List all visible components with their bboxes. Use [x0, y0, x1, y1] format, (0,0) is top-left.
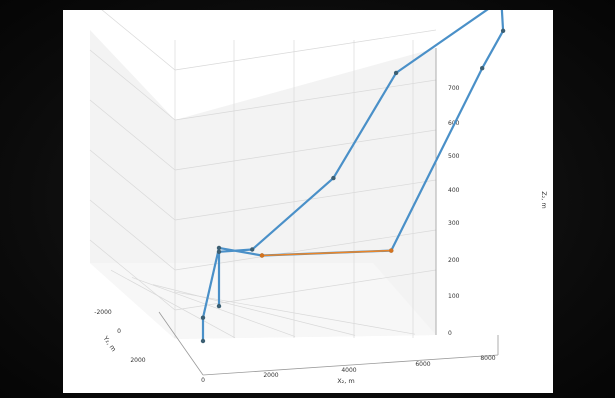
z-tick-label: 400: [448, 187, 460, 194]
axis-edge-y: [158, 311, 204, 376]
series-point-0: [331, 175, 336, 181]
gridlines: [89, 10, 437, 339]
gridline-floor: [173, 291, 416, 335]
x-tick-label: 6000: [415, 361, 430, 368]
x-tick-label: 4000: [341, 367, 356, 374]
y-tick-label: 0: [117, 328, 121, 335]
z-tick-label: 700: [448, 85, 460, 92]
series-point-0: [216, 249, 222, 254]
y-tick-label: -2000: [94, 309, 112, 316]
series-point-0: [500, 28, 506, 33]
z-tick-label: 500: [448, 153, 460, 160]
x-tick-label: 8000: [480, 355, 495, 362]
x-tick-label: 2000: [263, 372, 278, 379]
series-point-1: [259, 253, 265, 258]
z-tick-label: 100: [448, 293, 460, 300]
gridline-left: [89, 49, 176, 121]
series-point-0: [200, 338, 206, 344]
series-point-0: [250, 247, 255, 252]
gridline-left: [89, 199, 176, 271]
data-series: [200, 10, 506, 344]
x-axis-label: X₂, m: [337, 377, 355, 385]
series-point-0: [393, 70, 399, 76]
z-tick-label: 300: [448, 220, 460, 227]
gridline-back: [174, 79, 437, 121]
gridline-floor: [152, 284, 356, 336]
gridline-left: [101, 10, 176, 71]
series-point-0: [216, 303, 222, 309]
z-tick-label: 0: [448, 330, 452, 337]
gridline-back: [174, 179, 437, 221]
gridline-floor: [131, 277, 296, 337]
series-point-0: [200, 315, 206, 320]
back-pane-left: [90, 30, 175, 339]
floor-pane: [90, 263, 436, 339]
plot-panel: 0 2000 4000 6000 8000 -2000 0 2000 0 100 200 300 400…: [63, 10, 553, 393]
chart-3d-line: 0 2000 4000 6000 8000 -2000 0 2000 0 100 200 300 400…: [89, 10, 548, 385]
gridline-floor: [110, 269, 236, 339]
z-tick-label: 200: [448, 257, 460, 264]
z-axis-label: Z₂, m: [540, 191, 548, 209]
gridline-back: [174, 129, 437, 171]
series-point-0: [480, 66, 485, 71]
gridline-back: [174, 29, 437, 71]
y-tick-label: 2000: [130, 357, 145, 364]
series-line-1: [261, 249, 392, 257]
gridline-left: [89, 239, 176, 311]
axis-edge-x: [202, 354, 499, 376]
y-axis-label: Y₂, m: [101, 334, 118, 353]
gridline-left: [89, 99, 176, 171]
x-tick-label: 0: [201, 377, 205, 384]
series-point-0: [216, 245, 222, 251]
gridline-left: [89, 149, 176, 221]
series-point-1: [389, 248, 394, 253]
